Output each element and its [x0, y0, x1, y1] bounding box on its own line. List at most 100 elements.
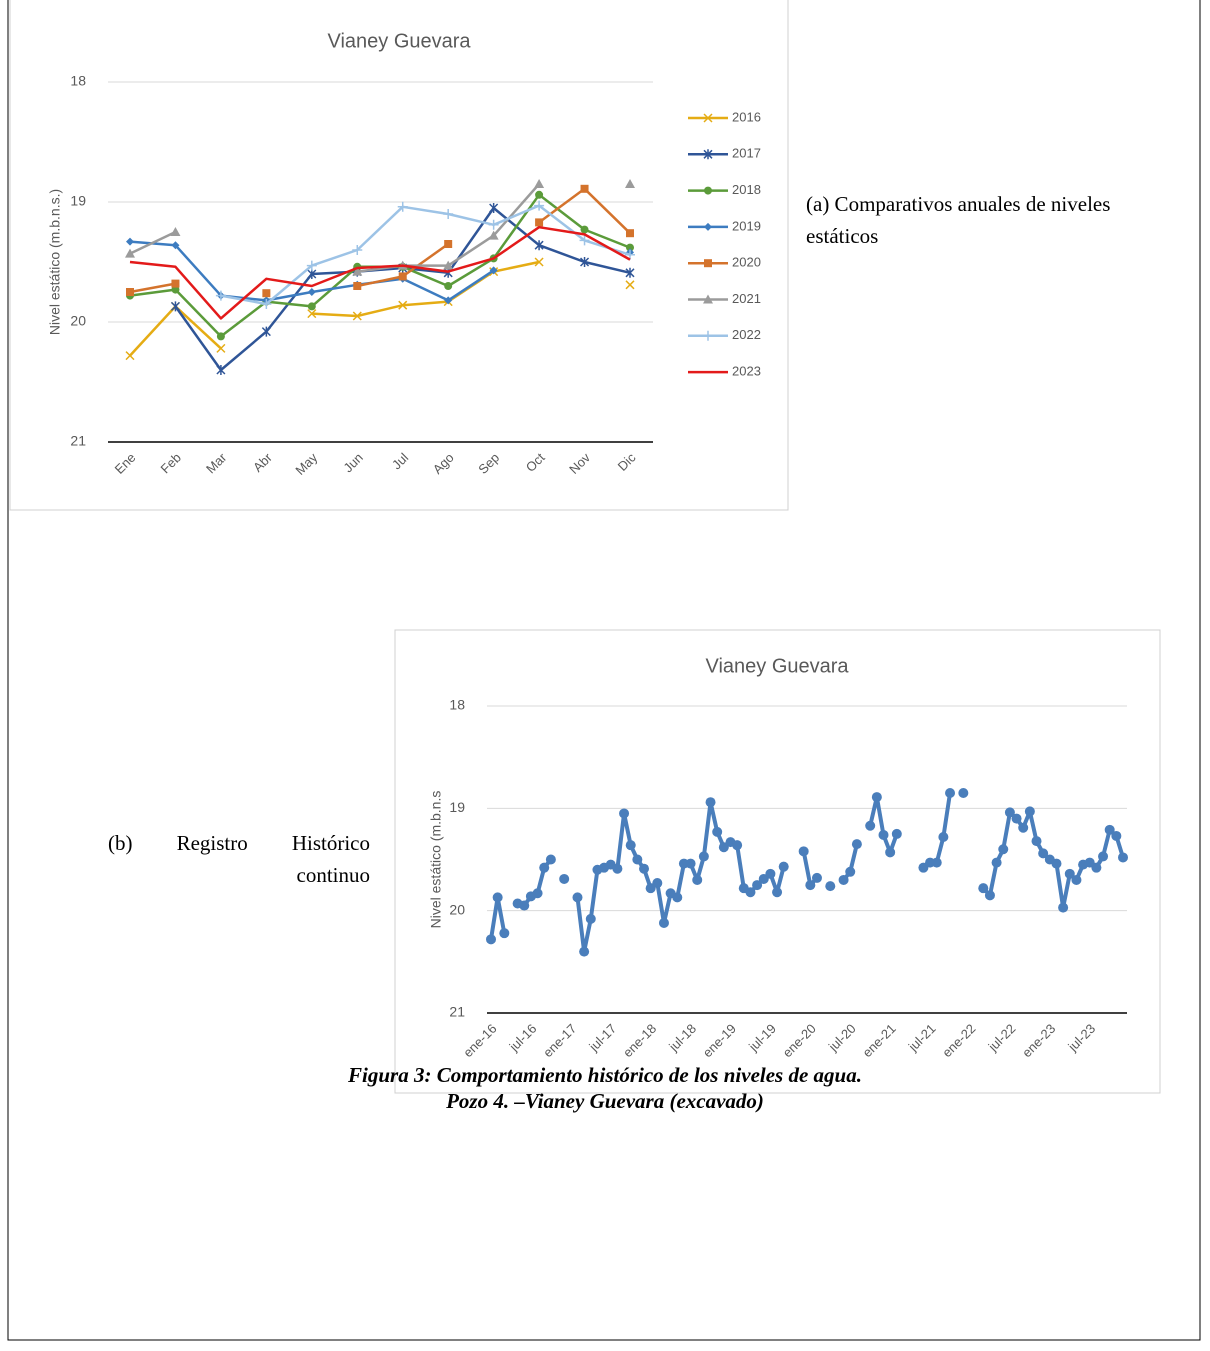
marker	[984, 890, 995, 901]
caption-line: Figura 3: Comportamiento histórico de lo…	[348, 1063, 862, 1087]
marker	[703, 294, 713, 304]
marker	[1024, 806, 1035, 817]
marker	[216, 343, 226, 353]
y-tick-label: 19	[70, 193, 86, 209]
marker	[126, 237, 134, 246]
marker	[585, 913, 596, 924]
marker	[216, 332, 225, 341]
marker	[572, 892, 583, 903]
marker	[580, 225, 589, 234]
marker	[838, 874, 849, 885]
marker	[534, 200, 545, 211]
marker	[262, 289, 271, 298]
marker	[1058, 902, 1069, 913]
marker	[580, 257, 590, 267]
marker	[1071, 874, 1082, 885]
marker	[398, 300, 408, 310]
marker	[619, 808, 630, 819]
marker	[798, 846, 809, 857]
marker	[1111, 830, 1122, 841]
marker	[958, 787, 969, 798]
marker	[307, 309, 317, 319]
y-tick-label: 19	[449, 799, 465, 815]
marker	[499, 928, 510, 939]
marker	[353, 282, 362, 290]
caption-line: Pozo 4. –Vianey Guevara (excavado)	[446, 1089, 764, 1113]
marker	[261, 299, 272, 309]
series-line	[129, 225, 631, 320]
marker	[171, 241, 180, 250]
y-tick-label: 18	[70, 73, 86, 89]
marker	[352, 311, 362, 321]
marker	[652, 878, 663, 889]
marker	[1031, 836, 1042, 847]
marker	[625, 280, 635, 290]
marker	[845, 866, 856, 877]
marker	[488, 230, 499, 240]
marker	[545, 854, 556, 865]
marker	[685, 858, 696, 869]
chart-title: Vianey Guevara	[327, 30, 471, 52]
marker	[712, 826, 723, 837]
marker	[306, 260, 317, 271]
chart-title: Vianey Guevara	[705, 655, 849, 677]
marker	[865, 820, 876, 831]
marker	[612, 863, 623, 874]
marker	[1004, 807, 1015, 818]
marker	[535, 190, 544, 199]
marker	[307, 269, 317, 279]
y-tick-label: 18	[449, 697, 465, 713]
marker	[1104, 824, 1115, 835]
marker	[261, 326, 271, 337]
y-tick-label: 20	[70, 313, 86, 329]
marker	[580, 184, 589, 193]
marker	[489, 203, 499, 213]
marker	[579, 235, 590, 246]
marker	[443, 209, 454, 219]
marker	[1051, 858, 1062, 869]
marker	[639, 863, 650, 874]
marker	[125, 248, 135, 258]
marker	[444, 296, 453, 305]
series-line	[220, 204, 631, 306]
marker	[307, 288, 316, 296]
marker	[486, 934, 496, 945]
annotation: (a) Comparativos anuales de niveles está…	[806, 192, 1111, 248]
marker	[871, 792, 882, 803]
marker	[805, 880, 816, 891]
marker	[1064, 868, 1075, 879]
marker	[352, 266, 363, 276]
marker	[126, 288, 134, 296]
legend-label: 2021	[732, 291, 761, 306]
marker	[352, 245, 363, 255]
legend-label: 2018	[732, 182, 761, 197]
marker	[704, 222, 712, 231]
marker	[625, 840, 636, 851]
marker	[692, 874, 703, 885]
legend-label: 2019	[732, 218, 761, 233]
marker	[1118, 852, 1128, 863]
marker	[1038, 848, 1049, 859]
marker	[703, 330, 713, 341]
marker	[215, 290, 226, 301]
marker	[765, 868, 776, 879]
marker	[397, 201, 408, 212]
legend-label: 2016	[732, 109, 761, 124]
marker	[891, 828, 902, 839]
caption: Figura 3: Comportamiento histórico de lo…	[0, 1062, 1210, 1114]
marker	[1011, 813, 1022, 824]
marker	[772, 887, 783, 898]
marker	[1091, 862, 1102, 873]
marker	[443, 260, 454, 270]
marker	[492, 892, 503, 903]
marker	[489, 266, 498, 275]
marker	[579, 946, 590, 957]
marker	[945, 787, 956, 798]
marker	[698, 851, 709, 862]
marker	[632, 854, 643, 865]
legend-label: 2017	[732, 146, 761, 161]
chart-frame	[394, 629, 1161, 1094]
marker	[931, 857, 942, 868]
marker	[938, 831, 949, 842]
